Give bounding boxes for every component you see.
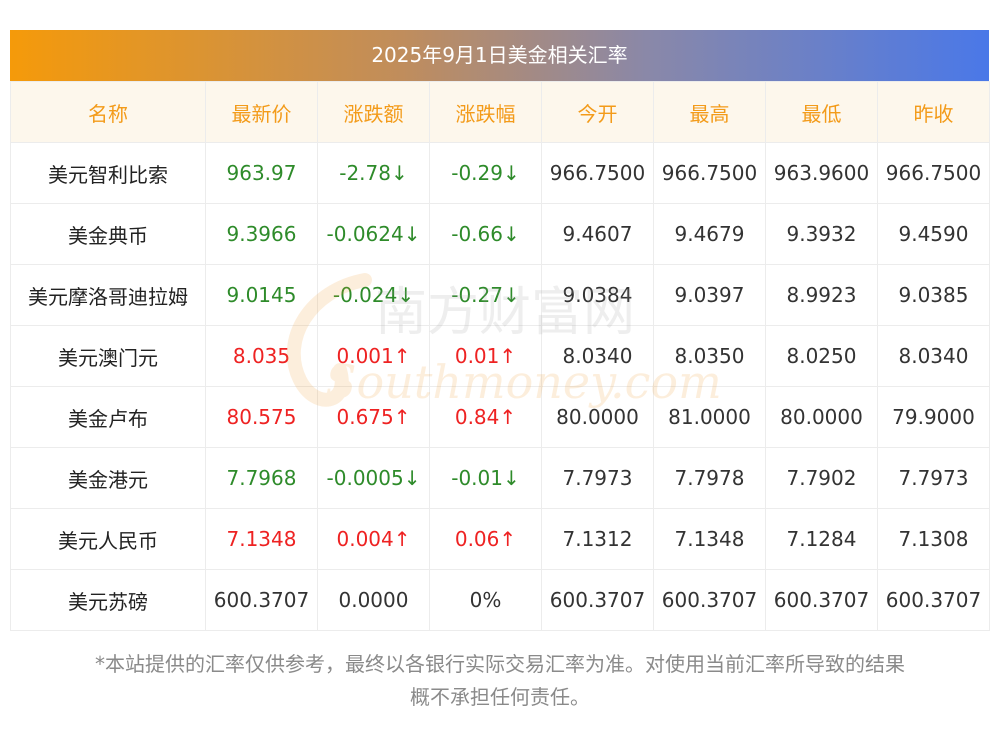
disclaimer-line-1: *本站提供的汇率仅供参考，最终以各银行实际交易汇率为准。对使用当前汇率所导致的结… <box>95 652 905 676</box>
cell-change: -0.0005↓ <box>317 447 430 509</box>
cell-open: 9.0384 <box>541 264 654 326</box>
cell-low: 963.9600 <box>765 142 878 204</box>
cell-low: 8.9923 <box>765 264 878 326</box>
cell-change-pct: -0.66↓ <box>429 203 542 265</box>
cell-latest: 600.3707 <box>205 569 318 631</box>
cell-change: 0.004↑ <box>317 508 430 570</box>
cell-high: 966.7500 <box>653 142 766 204</box>
header-latest: 最新价 <box>205 81 318 143</box>
cell-name: 美金卢布 <box>10 386 206 448</box>
cell-prev-close: 600.3707 <box>877 569 990 631</box>
cell-name: 美元澳门元 <box>10 325 206 387</box>
table-row: 美元智利比索 963.97 -2.78↓ -0.29↓ 966.7500 966.7500… <box>10 142 990 204</box>
cell-prev-close: 9.0385 <box>877 264 990 326</box>
cell-change-pct: 0.84↑ <box>429 386 542 448</box>
cell-name: 美元人民币 <box>10 508 206 570</box>
header-name: 名称 <box>10 81 206 143</box>
cell-low: 9.3932 <box>765 203 878 265</box>
cell-prev-close: 79.9000 <box>877 386 990 448</box>
disclaimer-line-2: 概不承担任何责任。 <box>410 685 590 709</box>
cell-high: 8.0350 <box>653 325 766 387</box>
cell-high: 9.4679 <box>653 203 766 265</box>
cell-latest: 8.035 <box>205 325 318 387</box>
cell-high: 7.1348 <box>653 508 766 570</box>
cell-change-pct: 0% <box>429 569 542 631</box>
cell-change-pct: -0.29↓ <box>429 142 542 204</box>
cell-open: 8.0340 <box>541 325 654 387</box>
cell-high: 9.0397 <box>653 264 766 326</box>
cell-open: 7.1312 <box>541 508 654 570</box>
cell-change-pct: -0.27↓ <box>429 264 542 326</box>
cell-low: 80.0000 <box>765 386 878 448</box>
cell-name: 美元摩洛哥迪拉姆 <box>10 264 206 326</box>
cell-change: 0.001↑ <box>317 325 430 387</box>
header-low: 最低 <box>765 81 878 143</box>
cell-low: 8.0250 <box>765 325 878 387</box>
table-row: 美元澳门元 8.035 0.001↑ 0.01↑ 8.0340 8.0350 8.0250 8… <box>10 325 990 387</box>
table-row: 美元苏磅 600.3707 0.0000 0% 600.3707 600.3707 600.… <box>10 569 990 631</box>
cell-prev-close: 7.1308 <box>877 508 990 570</box>
table-row: 美金卢布 80.575 0.675↑ 0.84↑ 80.0000 81.0000 80.00… <box>10 386 990 448</box>
table-row: 美元人民币 7.1348 0.004↑ 0.06↑ 7.1312 7.1348 7.1284… <box>10 508 990 570</box>
cell-high: 7.7978 <box>653 447 766 509</box>
table-title: 2025年9月1日美金相关汇率 <box>10 30 989 81</box>
cell-prev-close: 7.7973 <box>877 447 990 509</box>
table-row: 美金港元 7.7968 -0.0005↓ -0.01↓ 7.7973 7.7978 7.79… <box>10 447 990 509</box>
cell-low: 7.7902 <box>765 447 878 509</box>
cell-high: 81.0000 <box>653 386 766 448</box>
cell-open: 600.3707 <box>541 569 654 631</box>
header-prev-close: 昨收 <box>877 81 990 143</box>
header-open: 今开 <box>541 81 654 143</box>
rate-table-card: 2025年9月1日美金相关汇率 名称 最新价 涨跌额 涨跌幅 今开 最高 最低 … <box>10 30 990 631</box>
cell-low: 600.3707 <box>765 569 878 631</box>
header-change: 涨跌额 <box>317 81 430 143</box>
cell-latest: 9.0145 <box>205 264 318 326</box>
cell-change: -2.78↓ <box>317 142 430 204</box>
cell-latest: 80.575 <box>205 386 318 448</box>
table-row: 美元摩洛哥迪拉姆 9.0145 -0.024↓ -0.27↓ 9.0384 9.0397 8… <box>10 264 990 326</box>
cell-high: 600.3707 <box>653 569 766 631</box>
cell-change: -0.0624↓ <box>317 203 430 265</box>
cell-change-pct: 0.01↑ <box>429 325 542 387</box>
disclaimer: *本站提供的汇率仅供参考，最终以各银行实际交易汇率为准。对使用当前汇率所导致的结… <box>0 648 1000 714</box>
cell-name: 美金典币 <box>10 203 206 265</box>
cell-latest: 7.7968 <box>205 447 318 509</box>
cell-prev-close: 8.0340 <box>877 325 990 387</box>
cell-change-pct: 0.06↑ <box>429 508 542 570</box>
cell-change: -0.024↓ <box>317 264 430 326</box>
header-high: 最高 <box>653 81 766 143</box>
cell-name: 美金港元 <box>10 447 206 509</box>
cell-prev-close: 966.7500 <box>877 142 990 204</box>
cell-low: 7.1284 <box>765 508 878 570</box>
cell-latest: 9.3966 <box>205 203 318 265</box>
cell-latest: 7.1348 <box>205 508 318 570</box>
cell-change: 0.675↑ <box>317 386 430 448</box>
cell-name: 美元苏磅 <box>10 569 206 631</box>
cell-name: 美元智利比索 <box>10 142 206 204</box>
cell-prev-close: 9.4590 <box>877 203 990 265</box>
cell-open: 966.7500 <box>541 142 654 204</box>
cell-latest: 963.97 <box>205 142 318 204</box>
cell-change-pct: -0.01↓ <box>429 447 542 509</box>
rate-table: 名称 最新价 涨跌额 涨跌幅 今开 最高 最低 昨收 美元智利比索 963.97-… <box>10 81 990 631</box>
header-change-pct: 涨跌幅 <box>429 81 542 143</box>
cell-open: 80.0000 <box>541 386 654 448</box>
header-row: 名称 最新价 涨跌额 涨跌幅 今开 最高 最低 昨收 <box>10 81 990 143</box>
cell-open: 9.4607 <box>541 203 654 265</box>
table-row: 美金典币 9.3966 -0.0624↓ -0.66↓ 9.4607 9.4679 9.39… <box>10 203 990 265</box>
cell-open: 7.7973 <box>541 447 654 509</box>
cell-change: 0.0000 <box>317 569 430 631</box>
